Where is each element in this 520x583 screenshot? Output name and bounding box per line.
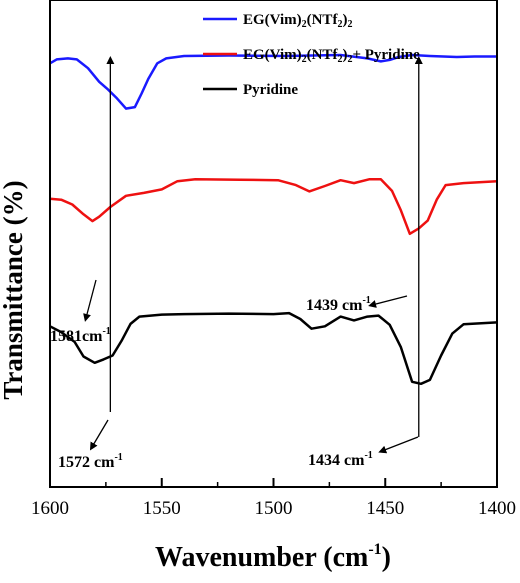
annotation-1434: 1434 cm-1 (308, 450, 373, 469)
annotation-1581: 1581cm-1 (50, 326, 111, 345)
x-axis-title-main: Wavenumber (cm (155, 542, 368, 573)
series-line-0 (49, 53, 497, 110)
annotation-arrows (83, 56, 423, 454)
annotation-1439: 1439 cm-1 (306, 295, 371, 314)
legend: EG(Vim)2(NTf2)2 EG(Vim)2(NTf2)2+ Pyridin… (203, 12, 420, 98)
y-axis-title: Transmittance (%) (0, 180, 28, 399)
x-axis-title-sup: -1 (368, 541, 381, 558)
series-line-2 (49, 311, 498, 386)
x-tick-label-3: 1450 (366, 498, 404, 519)
x-axis-title: Wavenumber (cm-1) (155, 541, 391, 573)
annotation-1572: 1572 cm-1 (58, 452, 123, 471)
arrow-1581 (83, 279, 97, 322)
x-axis-title-close: ) (382, 542, 391, 573)
x-tick-label-0: 1600 (31, 498, 69, 519)
x-tick-label-1: 1550 (143, 498, 181, 519)
arrow-1572 (89, 419, 109, 451)
x-tick-label-4: 1400 (478, 498, 516, 519)
series-line-1 (49, 177, 498, 236)
x-tick-label-2: 1500 (255, 498, 293, 519)
legend-label-1: EG(Vim)2(NTf2)2+ Pyridine (243, 47, 420, 65)
legend-label-0: EG(Vim)2(NTf2)2 (243, 12, 352, 30)
arrow-1434 (378, 436, 419, 454)
legend-label-2: Pyridine (243, 82, 298, 98)
series-layer (49, 53, 498, 386)
plot-frame (49, 0, 498, 488)
x-axis-ticks: 1600 1550 1500 1450 1400 (31, 478, 516, 519)
arrow-1439 (368, 295, 408, 308)
